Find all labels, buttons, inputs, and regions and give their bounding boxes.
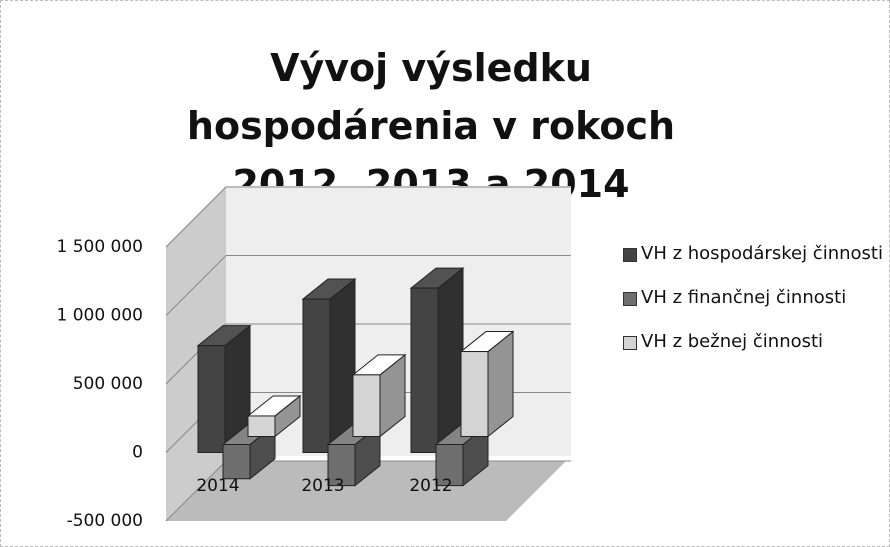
bar <box>247 415 276 438</box>
legend-swatch <box>623 248 637 262</box>
y-tick-label: 1 500 000 <box>56 237 143 257</box>
bar <box>352 374 381 438</box>
legend-swatch <box>623 292 637 306</box>
legend: VH z hospodárskej činnosti VH z finančnej… <box>623 241 885 373</box>
legend-item: VH z bežnej činnosti <box>623 329 885 355</box>
legend-item: VH z finančnej činnosti <box>623 285 885 311</box>
legend-swatch <box>623 336 637 350</box>
legend-label: VH z finančnej činnosti <box>641 287 847 308</box>
x-tick-label: 2013 <box>301 476 344 496</box>
grid-line <box>165 460 227 522</box>
bar <box>435 444 464 487</box>
grid-line <box>165 255 227 316</box>
y-tick-label: 500 000 <box>73 374 143 394</box>
legend-label: VH z hospodárskej činnosti <box>641 243 883 264</box>
bar <box>302 298 331 453</box>
y-tick-label: 1 000 000 <box>56 306 143 326</box>
y-tick-label: -500 000 <box>67 511 143 531</box>
legend-item: VH z hospodárskej činnosti <box>623 241 885 267</box>
bar-side <box>437 267 464 454</box>
bar <box>460 351 489 437</box>
bar <box>222 444 251 480</box>
chart-title: Vývoj výsledku hospodárenia v rokoch 201… <box>186 46 676 206</box>
bar <box>327 444 356 487</box>
legend-label: VH z bežnej činnosti <box>641 331 824 352</box>
y-tick-label: 0 <box>132 443 143 463</box>
x-tick-label: 2012 <box>409 476 452 496</box>
bar <box>410 287 439 453</box>
bar <box>197 345 226 454</box>
x-tick-label: 2014 <box>196 476 239 496</box>
grid-line <box>165 186 227 248</box>
